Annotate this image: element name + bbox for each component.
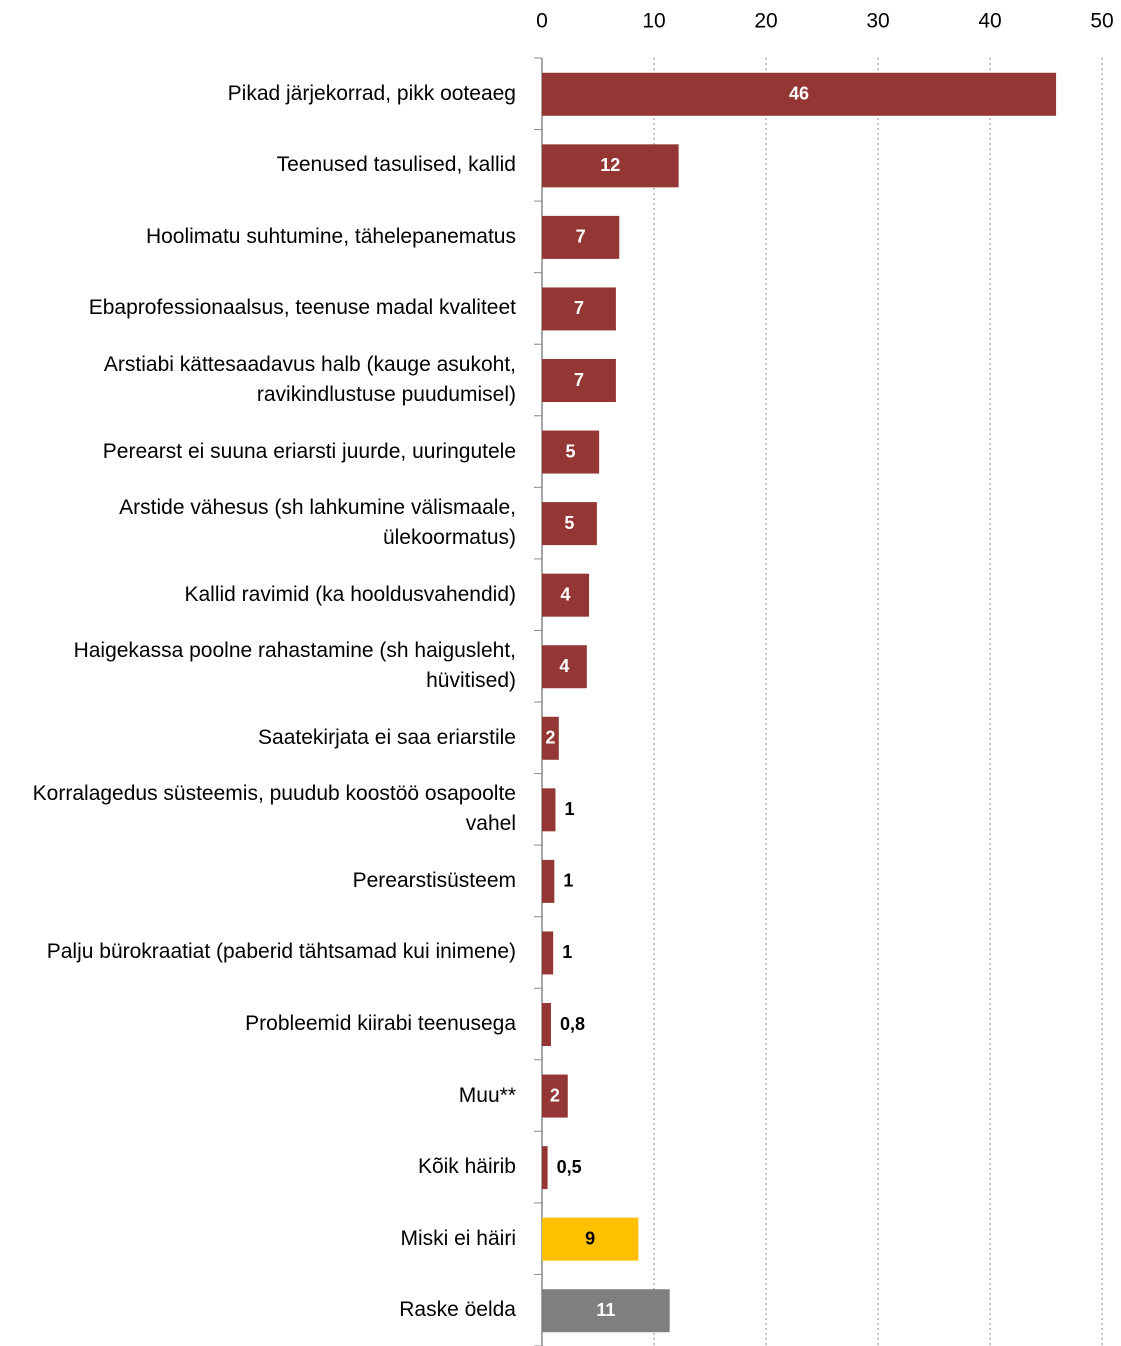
category-label: Saatekirjata ei saa eriarstile bbox=[258, 725, 516, 749]
value-label: 0,5 bbox=[557, 1157, 582, 1177]
category-label: Kõik häirib bbox=[417, 1155, 516, 1179]
bar bbox=[542, 215, 620, 259]
bar bbox=[542, 287, 616, 331]
category-label: Raske öelda bbox=[399, 1298, 516, 1322]
bar bbox=[542, 430, 600, 474]
value-label: 5 bbox=[564, 513, 574, 533]
bar bbox=[542, 931, 554, 975]
bar bbox=[542, 573, 590, 617]
category-label: Muu** bbox=[458, 1083, 516, 1107]
category-label: Pikad järjekorrad, pikk ooteaeg bbox=[227, 81, 516, 105]
bar bbox=[542, 859, 555, 903]
bar bbox=[542, 1146, 548, 1190]
x-tick-label: 30 bbox=[866, 10, 889, 33]
value-label: 2 bbox=[545, 728, 555, 748]
value-label: 7 bbox=[574, 298, 584, 318]
x-tick-label: 40 bbox=[978, 10, 1001, 33]
bar bbox=[542, 144, 679, 188]
bar bbox=[542, 645, 587, 689]
category-label: Haigekassa poolne rahastamine (sh haigus… bbox=[73, 639, 516, 693]
x-tick-label: 20 bbox=[754, 10, 777, 33]
category-label: Kallid ravimid (ka hooldusvahendid) bbox=[184, 582, 516, 606]
bar bbox=[542, 1289, 670, 1333]
bar bbox=[542, 716, 559, 760]
bar bbox=[542, 72, 1057, 116]
category-label: Miski ei häiri bbox=[400, 1226, 516, 1250]
category-label: Perearst ei suuna eriarsti juurde, uurin… bbox=[102, 439, 516, 463]
x-tick-label: 0 bbox=[536, 10, 548, 33]
value-label: 4 bbox=[561, 584, 571, 604]
category-label: Hoolimatu suhtumine, tähelepanematus bbox=[145, 224, 516, 248]
value-label: 1 bbox=[564, 799, 574, 819]
bar bbox=[542, 502, 597, 546]
bar bbox=[542, 788, 556, 832]
value-label: 46 bbox=[789, 84, 809, 104]
value-label: 1 bbox=[563, 871, 573, 891]
value-label: 7 bbox=[574, 370, 584, 390]
value-label: 1 bbox=[562, 942, 572, 962]
category-label: Palju bürokraatiat (paberid tähtsamad ku… bbox=[46, 940, 516, 964]
value-label: 5 bbox=[566, 441, 576, 461]
category-label: Ebaprofessionaalsus, teenuse madal kvali… bbox=[88, 296, 516, 320]
bar bbox=[542, 359, 616, 402]
bar bbox=[542, 1003, 551, 1046]
category-label: Teenused tasulised, kallid bbox=[276, 153, 516, 177]
value-label: 7 bbox=[576, 227, 586, 247]
bar bbox=[542, 1074, 568, 1118]
category-label: Perearstisüsteem bbox=[352, 868, 516, 892]
category-label: Probleemid kiirabi teenusega bbox=[245, 1012, 516, 1035]
category-label: Korralagedus süsteemis, puudub koostöö o… bbox=[32, 782, 516, 836]
value-label: 4 bbox=[559, 656, 569, 676]
x-tick-label: 50 bbox=[1090, 10, 1113, 33]
value-label: 9 bbox=[585, 1228, 595, 1248]
category-label: Arstiabi kättesaadavus halb (kauge asuko… bbox=[103, 353, 516, 406]
value-label: 12 bbox=[600, 155, 620, 175]
value-label: 0,8 bbox=[560, 1014, 585, 1034]
value-label: 2 bbox=[550, 1085, 560, 1105]
category-label: Arstide vähesus (sh lahkumine välismaale… bbox=[119, 496, 516, 550]
x-tick-label: 10 bbox=[642, 10, 665, 33]
value-label: 11 bbox=[596, 1300, 615, 1320]
bar bbox=[542, 1217, 639, 1261]
